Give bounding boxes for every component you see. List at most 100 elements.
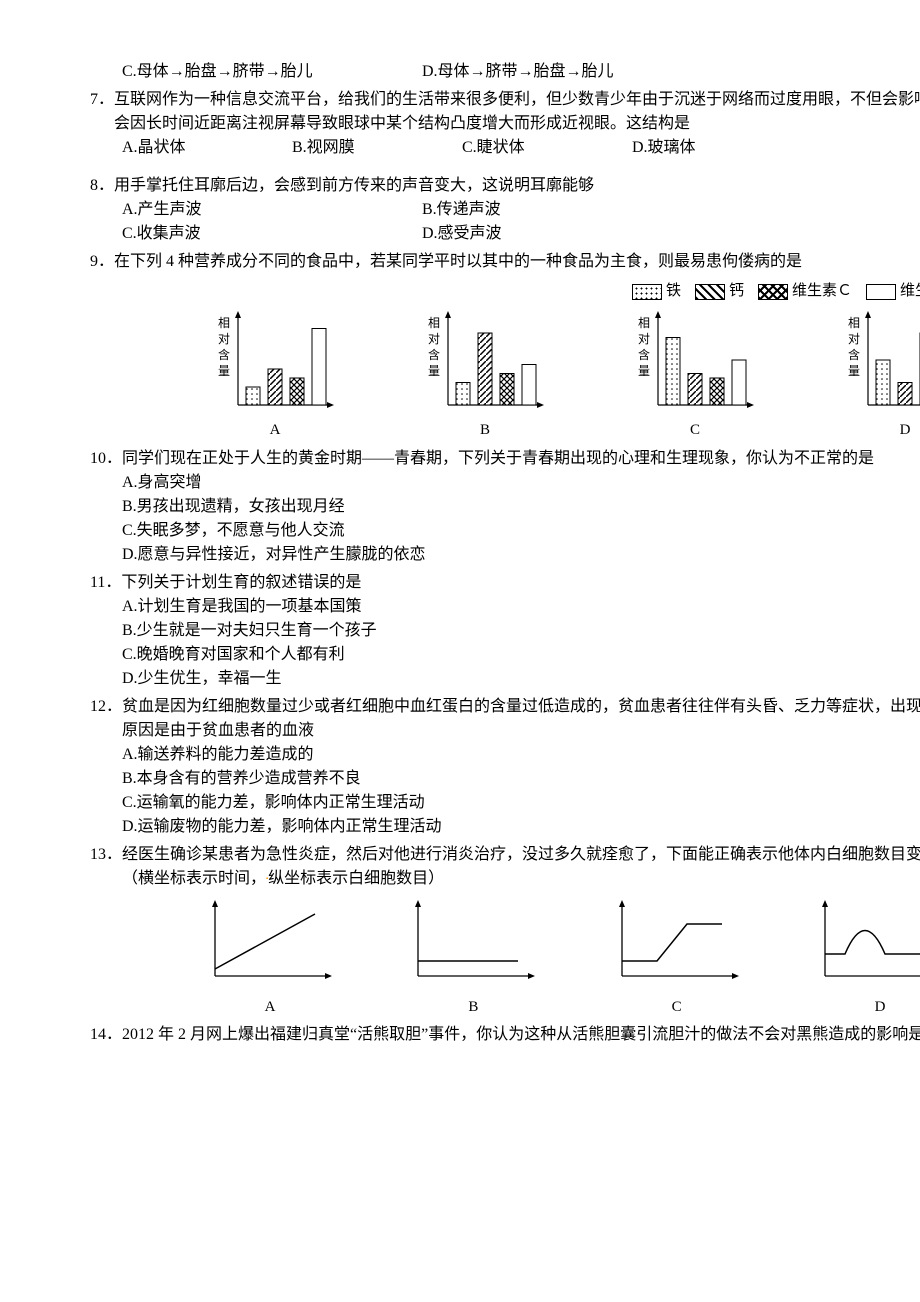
question-text: 2012 年 2 月网上爆出福建归真堂“活熊取胆”事件，你认为这种从活熊胆囊引流…: [122, 1023, 920, 1047]
question-text: 互联网作为一种信息交流平台，给我们的生活带来很多便利，但少数青少年由于沉迷于网络…: [114, 88, 920, 136]
question-7: 7． 互联网作为一种信息交流平台，给我们的生活带来很多便利，但少数青少年由于沉迷…: [90, 88, 920, 160]
question-text-part1: 经医生确诊某患者为急性炎症，然后对他进行消炎治疗，没过多久就痊愈了，下面能正确表…: [122, 846, 920, 887]
svg-text:量: 量: [848, 364, 860, 378]
bar-chart-svg: 相对含量: [210, 307, 340, 417]
question-text: 同学们现在正处于人生的黄金时期——青春期，下列关于青春期出现的心理和生理现象，你…: [122, 447, 920, 471]
legend-swatch-vitc: [758, 284, 788, 300]
option-row: A.产生声波 B.传递声波: [90, 198, 920, 222]
question-text: 在下列 4 种营养成分不同的食品中，若某同学平时以其中的一种食品为主食，则最易患…: [114, 250, 920, 274]
bar-chart-D: 相对含量 D: [840, 307, 920, 442]
question-number: 10．: [90, 447, 122, 471]
option-D: D.愿意与异性接近，对异性产生朦胧的依恋: [90, 543, 920, 567]
line-chart-C: [607, 899, 747, 984]
question-number: 11．: [90, 571, 121, 595]
option-C: C.失眠多梦，不愿意与他人交流: [90, 519, 920, 543]
line-chart-labels: A B C D: [200, 986, 920, 1019]
legend-swatch-iron: [632, 284, 662, 300]
line-chart-svg: [408, 899, 538, 984]
option-B: B.男孩出现遗精，女孩出现月经: [90, 495, 920, 519]
legend-label-vitc: 维生素Ｃ: [792, 283, 852, 299]
bar-chart-B: 相对含量 B: [420, 307, 550, 442]
option-D: D.少生优生，幸福一生: [90, 667, 920, 691]
line-chart-D: [810, 899, 920, 984]
svg-text:量: 量: [638, 364, 650, 378]
option-C: C.晚婚晚育对国家和个人都有利: [90, 643, 920, 667]
option-A: A.身高突增: [90, 471, 920, 495]
bar-chart-svg: 相对含量: [840, 307, 920, 417]
svg-text:量: 量: [218, 364, 230, 378]
line-chart-svg: [612, 899, 742, 984]
line-chart-label: C: [607, 996, 747, 1019]
option-C: C.睫状体: [462, 136, 632, 160]
option-B: B.传递声波: [422, 198, 501, 222]
bar-chart-svg: 相对含量: [630, 307, 760, 417]
svg-text:含: 含: [218, 347, 230, 362]
question-12: 12． 贫血是因为红细胞数量过少或者红细胞中血红蛋白的含量过低造成的，贫血患者往…: [90, 695, 920, 839]
legend-label-vitd: 维生素Ｄ: [900, 283, 920, 299]
option-C: C.收集声波: [122, 222, 422, 246]
chart-legend: 铁 钙 维生素Ｃ 维生素Ｄ: [90, 280, 920, 303]
option-B: B.少生就是一对夫妇只生育一个孩子: [90, 619, 920, 643]
bar-chart-label: C: [630, 419, 760, 442]
option-A: A.产生声波: [122, 198, 422, 222]
line-chart-A: [200, 899, 340, 984]
question-13: 13． 经医生确诊某患者为急性炎症，然后对他进行消炎治疗，没过多久就痊愈了，下面…: [90, 843, 920, 1019]
question-number: 9．: [90, 250, 114, 274]
option-A: A.晶状体: [122, 136, 292, 160]
question-8: 8． 用手掌托住耳廓后边，会感到前方传来的声音变大，这说明耳廓能够 A.产生声波…: [90, 174, 920, 246]
line-chart-label: B: [403, 996, 543, 1019]
question-11: 11． 下列关于计划生育的叙述错误的是 A.计划生育是我国的一项基本国策 B.少…: [90, 571, 920, 691]
line-chart-svg: [815, 899, 920, 984]
question-text-part2: 纵坐标表示白细胞数目）: [268, 870, 444, 887]
bar-charts-row: 相对含量 A 相对含量 B 相对含量 C 相对含量 D: [210, 307, 920, 442]
bar-chart-C: 相对含量 C: [630, 307, 760, 442]
option-row: A.晶状体 B.视网膜 C.睫状体 D.玻璃体: [90, 136, 920, 160]
question-10: 10． 同学们现在正处于人生的黄金时期——青春期，下列关于青春期出现的心理和生理…: [90, 447, 920, 567]
question-14: 14． 2012 年 2 月网上爆出福建归真堂“活熊取胆”事件，你认为这种从活熊…: [90, 1023, 920, 1047]
option-B: B.本身含有的营养少造成营养不良: [90, 767, 920, 791]
option-D: D.感受声波: [422, 222, 502, 246]
question-9: 9． 在下列 4 种营养成分不同的食品中，若某同学平时以其中的一种食品为主食，则…: [90, 250, 920, 441]
option-B: B.视网膜: [292, 136, 462, 160]
bar-chart-svg: 相对含量: [420, 307, 550, 417]
option-C: C.母体→胎盘→脐带→胎儿: [122, 60, 422, 84]
line-chart-label: D: [810, 996, 920, 1019]
legend-label-calcium: 钙: [729, 283, 744, 299]
legend-swatch-calcium: [695, 284, 725, 300]
svg-text:相: 相: [428, 316, 440, 330]
legend-swatch-vitd: [866, 284, 896, 300]
option-D: D.玻璃体: [632, 136, 802, 160]
svg-text:相: 相: [848, 316, 860, 330]
option-row: C.母体→胎盘→脐带→胎儿 D.母体→脐带→胎盘→胎儿: [90, 60, 920, 84]
option-D: D.母体→脐带→胎盘→胎儿: [422, 60, 614, 84]
question-number: 14．: [90, 1023, 122, 1047]
svg-text:对: 对: [638, 332, 650, 346]
option-A: A.输送养料的能力差造成的: [90, 743, 920, 767]
bar-chart-A: 相对含量 A: [210, 307, 340, 442]
svg-text:量: 量: [428, 364, 440, 378]
svg-text:含: 含: [848, 347, 860, 362]
bar-chart-label: A: [210, 419, 340, 442]
bar-chart-label: D: [840, 419, 920, 442]
question-text: 用手掌托住耳廓后边，会感到前方传来的声音变大，这说明耳廓能够: [114, 174, 920, 198]
svg-text:对: 对: [848, 332, 860, 346]
question-number: 12．: [90, 695, 122, 743]
option-D: D.运输废物的能力差，影响体内正常生理活动: [90, 815, 920, 839]
question-6-options-tail: C.母体→胎盘→脐带→胎儿 D.母体→脐带→胎盘→胎儿: [90, 60, 920, 84]
question-text: 经医生确诊某患者为急性炎症，然后对他进行消炎治疗，没过多久就痊愈了，下面能正确表…: [122, 843, 920, 891]
legend-label-iron: 铁: [666, 283, 681, 299]
svg-text:相: 相: [218, 316, 230, 330]
question-text: 贫血是因为红细胞数量过少或者红细胞中血红蛋白的含量过低造成的，贫血患者往往伴有头…: [122, 695, 920, 743]
question-number: 7．: [90, 88, 114, 136]
svg-text:含: 含: [428, 347, 440, 362]
line-charts-row: [200, 899, 920, 984]
svg-text:相: 相: [638, 316, 650, 330]
line-chart-svg: [205, 899, 335, 984]
option-C: C.运输氧的能力差，影响体内正常生理活动: [90, 791, 920, 815]
question-number: 13．: [90, 843, 122, 891]
bar-chart-label: B: [420, 419, 550, 442]
svg-text:对: 对: [218, 332, 230, 346]
question-text: 下列关于计划生育的叙述错误的是: [121, 571, 920, 595]
option-row: C.收集声波 D.感受声波: [90, 222, 920, 246]
option-A: A.计划生育是我国的一项基本国策: [90, 595, 920, 619]
